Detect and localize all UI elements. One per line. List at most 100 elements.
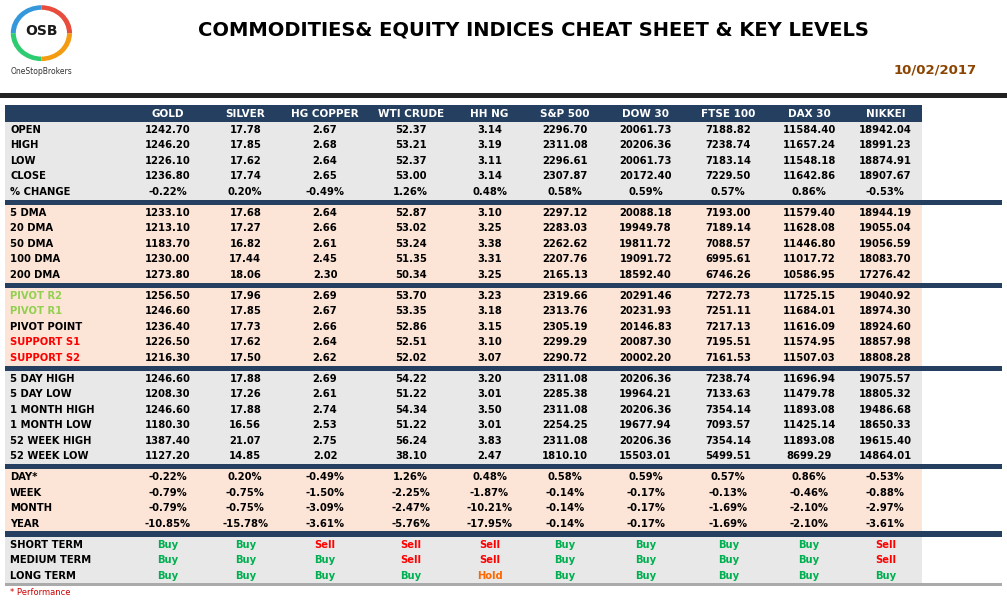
Text: -0.75%: -0.75% (226, 503, 265, 514)
Bar (127, 371, 208, 386)
Bar (453, 553, 526, 568)
Text: 11425.14: 11425.14 (782, 420, 836, 430)
Bar (282, 553, 368, 568)
Bar (5, 537, 127, 553)
Bar (453, 433, 526, 448)
Bar (127, 553, 208, 568)
Bar (127, 418, 208, 433)
Text: LOW: LOW (10, 156, 35, 166)
Text: -2.10%: -2.10% (789, 503, 829, 514)
Bar (5, 252, 127, 267)
Bar (769, 553, 849, 568)
Text: 18924.60: 18924.60 (859, 322, 911, 332)
Bar (5, 470, 127, 485)
Text: 2.69: 2.69 (313, 291, 337, 301)
Bar (368, 402, 453, 418)
Text: 52.51: 52.51 (395, 337, 427, 347)
Bar (687, 252, 769, 267)
Bar (849, 267, 922, 282)
Bar (368, 537, 453, 553)
Bar (368, 169, 453, 184)
Text: 19949.78: 19949.78 (619, 223, 672, 234)
Text: DOW 30: DOW 30 (622, 109, 669, 119)
Bar (769, 335, 849, 350)
Text: 7193.00: 7193.00 (706, 208, 751, 218)
Text: 11684.01: 11684.01 (782, 306, 836, 316)
Bar (453, 350, 526, 365)
Bar (127, 122, 208, 138)
Text: 19486.68: 19486.68 (859, 405, 911, 415)
Text: 2290.72: 2290.72 (542, 353, 587, 363)
Bar (282, 105, 368, 122)
Text: 1246.60: 1246.60 (145, 306, 190, 316)
Bar (687, 418, 769, 433)
Bar (282, 418, 368, 433)
Text: YEAR: YEAR (10, 519, 39, 529)
Text: 0.57%: 0.57% (711, 187, 745, 197)
Text: Buy: Buy (718, 571, 739, 581)
Text: 0.20%: 0.20% (228, 187, 263, 197)
Text: 7189.14: 7189.14 (705, 223, 751, 234)
Bar (453, 386, 526, 402)
Text: 3.83: 3.83 (477, 436, 501, 445)
Bar (769, 236, 849, 252)
Text: 20206.36: 20206.36 (619, 405, 672, 415)
Text: PIVOT POINT: PIVOT POINT (10, 322, 83, 332)
Text: 2165.13: 2165.13 (542, 270, 588, 280)
Text: 20172.40: 20172.40 (619, 172, 672, 181)
Bar (5, 319, 127, 335)
Text: 2.62: 2.62 (313, 353, 337, 363)
Text: 17.44: 17.44 (230, 254, 262, 264)
Bar (526, 236, 604, 252)
Bar (526, 303, 604, 319)
Bar (687, 433, 769, 448)
Text: Buy: Buy (799, 571, 820, 581)
Text: 1226.50: 1226.50 (145, 337, 190, 347)
Bar (453, 153, 526, 169)
Text: 21.07: 21.07 (230, 436, 261, 445)
Text: 7188.82: 7188.82 (706, 125, 751, 135)
Bar (5, 236, 127, 252)
Bar (5, 200, 1002, 205)
Text: 5 DMA: 5 DMA (10, 208, 46, 218)
Bar (5, 532, 1002, 537)
Bar (769, 205, 849, 220)
Bar (368, 500, 453, 516)
Bar (282, 433, 368, 448)
Bar (687, 184, 769, 200)
Bar (849, 433, 922, 448)
Bar (208, 252, 282, 267)
Text: 17.85: 17.85 (230, 306, 261, 316)
Bar (687, 402, 769, 418)
Text: 8699.29: 8699.29 (786, 452, 832, 461)
Bar (604, 402, 687, 418)
Text: -0.75%: -0.75% (226, 488, 265, 498)
Bar (687, 448, 769, 464)
Bar (368, 568, 453, 583)
Text: Buy: Buy (799, 539, 820, 550)
Bar (687, 288, 769, 303)
Text: 11696.94: 11696.94 (782, 374, 836, 383)
Bar (526, 169, 604, 184)
Text: 5499.51: 5499.51 (705, 452, 751, 461)
Text: 2.64: 2.64 (312, 208, 337, 218)
Text: 0.48%: 0.48% (472, 187, 508, 197)
Text: Buy: Buy (314, 555, 335, 565)
Text: COMMODITIES& EQUITY INDICES CHEAT SHEET & KEY LEVELS: COMMODITIES& EQUITY INDICES CHEAT SHEET … (198, 20, 869, 40)
Text: WEEK: WEEK (10, 488, 42, 498)
Text: 5 DAY LOW: 5 DAY LOW (10, 389, 71, 399)
Text: 52.02: 52.02 (395, 353, 427, 363)
Text: 17.62: 17.62 (230, 156, 261, 166)
Bar (208, 153, 282, 169)
Text: 11725.15: 11725.15 (782, 291, 836, 301)
Text: 2297.12: 2297.12 (542, 208, 587, 218)
Bar (604, 350, 687, 365)
Text: Buy: Buy (554, 555, 575, 565)
Text: 3.10: 3.10 (477, 337, 501, 347)
Text: 54.22: 54.22 (395, 374, 427, 383)
Bar (453, 470, 526, 485)
Bar (604, 500, 687, 516)
Bar (687, 105, 769, 122)
Text: 17.62: 17.62 (230, 337, 261, 347)
Text: 52.87: 52.87 (395, 208, 427, 218)
